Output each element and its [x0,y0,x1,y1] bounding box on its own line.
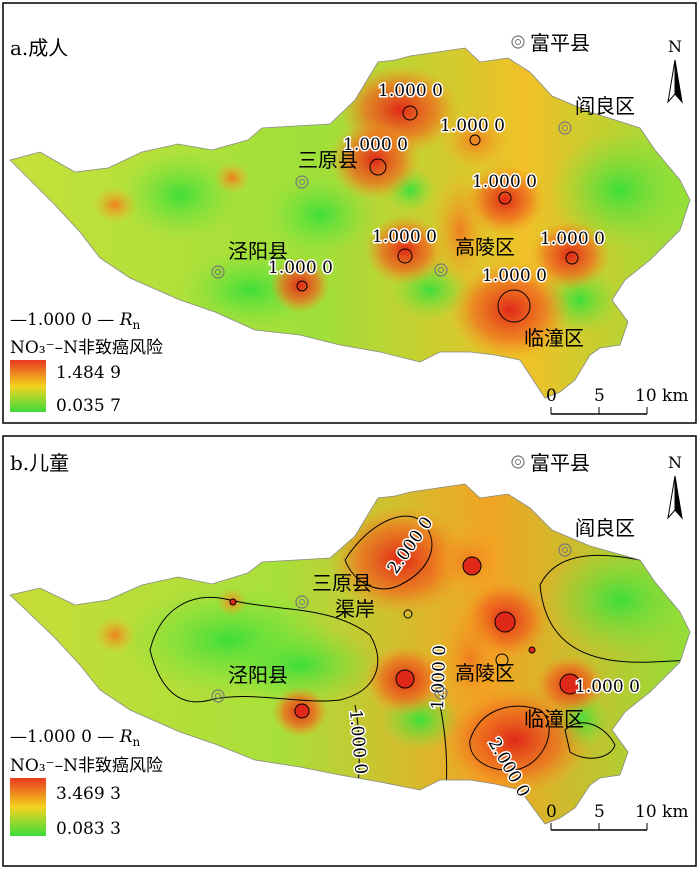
town-marker-icon [558,543,572,557]
place-label: 阎良区 [575,94,635,118]
svg-text:N: N [668,453,682,472]
legend-title: NO₃⁻–N非致癌风险 [10,756,163,776]
north-arrow-icon: N [667,37,683,104]
svg-text:N: N [668,37,682,56]
place-label: 阎良区 [575,516,635,540]
contour-legend: —1.000 0 — Rn [10,727,141,749]
contour-label: 1.000 0 [378,81,443,101]
contour-label: 1.000 0 [372,227,437,247]
town-marker-icon [295,175,309,189]
svg-text:5: 5 [594,386,605,406]
panel-a-places: 富平县 阎良区 三原县 泾阳县 高陵区 临潼区 [211,31,635,350]
panel-title: b.儿童 [10,451,69,475]
svg-text:0: 0 [546,802,557,822]
place-label: 高陵区 [455,235,515,259]
contour-label: 1.000 0 [482,266,547,286]
place-label: 渠岸 [335,597,375,621]
place-label: 临潼区 [524,326,584,350]
north-arrow-icon: N [667,453,683,520]
panel-a-map [10,48,690,398]
contour-label: 1.000 0 [472,172,537,192]
town-marker-icon [211,265,225,279]
panel-a-frame [2,2,697,424]
town-marker-icon [558,121,572,135]
place-label: 富平县 [530,31,590,55]
panel-a-contour-labels: 1.000 0 1.000 0 1.000 0 1.000 0 1.000 0 … [267,80,607,288]
panel-b-scale-bar: 0 5 10 km [546,802,688,831]
place-label: 三原县 [298,148,358,172]
town-marker-icon [434,686,448,700]
contour-label: 1.000 0 [575,677,640,697]
legend-max: 3.469 3 [56,784,121,804]
place-label: 泾阳县 [228,663,288,687]
legend-color-ramp [10,360,46,412]
panel-title: a.成人 [10,36,68,60]
svg-text:5: 5 [594,802,605,822]
legend-min: 0.035 7 [56,396,121,416]
panel-b-frame [2,435,697,867]
place-label: 三原县 [312,571,372,595]
svg-text:10 km: 10 km [635,386,688,406]
legend-title: NO₃⁻–N非致癌风险 [10,338,163,358]
contour-label: 1.000 0 [440,116,505,136]
place-label: 临潼区 [524,707,584,731]
legend-max: 1.484 9 [56,363,121,383]
legend-color-ramp [10,778,46,836]
contour-label: 1.000 0 [540,229,605,249]
legend-min: 0.083 3 [56,819,121,839]
svg-text:0: 0 [546,386,557,406]
svg-text:10 km: 10 km [635,802,688,822]
town-marker-icon [295,595,309,609]
town-marker-icon [434,263,448,277]
contour-legend: —1.000 0 — Rn [10,310,141,332]
panel-b-places: 富平县 阎良区 三原县 渠岸 泾阳县 高陵区 临潼区 [211,451,635,731]
town-marker-icon [211,689,225,703]
panel-b-legend: —1.000 0 — Rn NO₃⁻–N非致癌风险 3.469 3 0.083 … [10,727,163,839]
contour-label: 1.000 0 [343,135,408,155]
contour-label: 1.000 0 [428,645,450,711]
panel-a-legend: —1.000 0 — Rn NO₃⁻–N非致癌风险 1.484 9 0.035 … [10,310,163,416]
contour-label: 1.000 0 [268,258,333,278]
town-marker-icon [511,35,525,49]
panel-a-scale-bar: 0 5 10 km [546,386,688,415]
place-label: 富平县 [530,451,590,475]
place-label: 高陵区 [455,661,515,685]
town-marker-icon [511,455,525,469]
place-label: 泾阳县 [228,239,288,263]
